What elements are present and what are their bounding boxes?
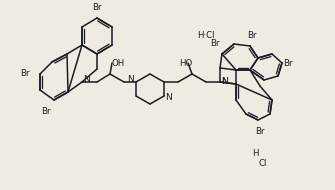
Text: H: H — [252, 150, 258, 158]
Text: Br: Br — [92, 3, 102, 13]
Text: N: N — [128, 75, 134, 85]
Text: Br: Br — [41, 108, 51, 116]
Text: N: N — [222, 78, 228, 86]
Text: Br: Br — [210, 40, 220, 48]
Text: N: N — [222, 78, 228, 86]
Text: OH: OH — [111, 59, 125, 67]
Text: H·Cl: H·Cl — [197, 32, 215, 40]
Text: Br: Br — [247, 32, 257, 40]
Text: N: N — [84, 75, 90, 85]
Text: HO: HO — [179, 59, 193, 69]
Text: Br: Br — [255, 127, 265, 136]
Text: N: N — [165, 93, 173, 102]
Text: Br: Br — [20, 70, 30, 78]
Text: Br: Br — [283, 59, 293, 67]
Text: Cl: Cl — [259, 158, 267, 168]
